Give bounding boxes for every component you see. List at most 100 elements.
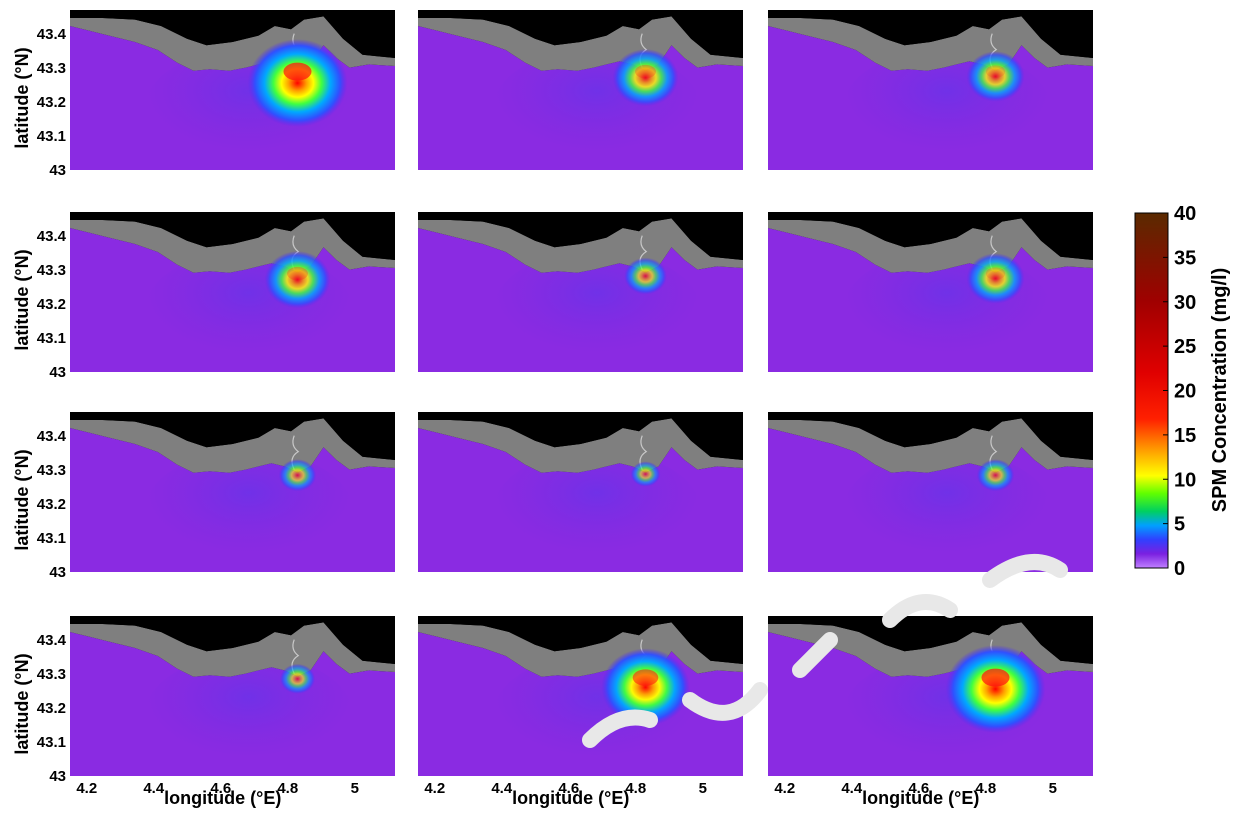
y-axis-label: latitude (°N) (12, 653, 32, 754)
land-area (418, 418, 743, 473)
spm-plume (278, 459, 317, 492)
map-panel-r2-c3 (768, 212, 1093, 372)
map-panel-r4-c2 (418, 616, 743, 776)
spm-plume-core (981, 668, 1010, 687)
inland-area (768, 412, 1093, 460)
y-tick-label: 43.1 (37, 128, 66, 145)
y-tick-label: 43 (49, 364, 66, 381)
inland-area (418, 10, 743, 58)
spm-plume (247, 39, 348, 127)
y-tick-label: 43 (49, 768, 66, 785)
x-tick-label: 4.2 (774, 780, 795, 797)
map-panel-r2-c1 (70, 212, 395, 372)
colorbar-label: SPM Concentration (mg/l) (1209, 268, 1231, 512)
x-axis-label: longitude (°E) (512, 788, 629, 808)
colorbar-ticks: 40 35 30 25 20 15 10 5 0 (1163, 203, 1196, 580)
x-tick-label: 5 (1049, 780, 1057, 797)
y-tick-label: 43.2 (37, 296, 66, 313)
y-tick-label: 43.2 (37, 94, 66, 111)
spm-plume (976, 459, 1015, 492)
inland-area (70, 616, 395, 664)
y-tick-label: 43.1 (37, 734, 66, 751)
colorbar-gradient (1134, 212, 1169, 569)
spm-plume (612, 48, 679, 107)
x-tick-label: 4.6 (908, 780, 929, 797)
inland-area (418, 212, 743, 260)
inland-area (768, 10, 1093, 58)
x-tick-label: 5 (699, 780, 707, 797)
x-tick-label: 4.4 (143, 780, 165, 797)
inland-area (70, 412, 395, 460)
map-panel-r1-c3 (768, 10, 1093, 171)
inland-area (418, 412, 743, 460)
x-tick-label: 4.8 (277, 780, 298, 797)
y-tick-label: 43.3 (37, 60, 66, 77)
y-tick-label: 43.1 (37, 530, 66, 547)
y-tick-label: 43.3 (37, 462, 66, 479)
axes-layer: 43.4 43.3 43.2 43.1 43 latitude (°N) 43.4 43.3 4… (12, 26, 1057, 808)
land-area (70, 622, 395, 677)
spm-plume (601, 648, 690, 727)
y-tick-label: 43.2 (37, 496, 66, 513)
colorbar-tick-label: 10 (1174, 469, 1196, 491)
land-area (768, 418, 1093, 473)
x-tick-label: 4.4 (841, 780, 863, 797)
inland-area (70, 212, 395, 260)
spm-plume-core (632, 669, 659, 686)
colorbar-tick-label: 35 (1174, 247, 1196, 269)
colorbar: 40 35 30 25 20 15 10 5 0 SPM Concentration (mg/l… (1134, 203, 1231, 580)
spm-plume-core (283, 62, 312, 81)
spm-plume (630, 461, 661, 487)
colorbar-tick-label: 0 (1174, 558, 1185, 580)
spm-plume (264, 250, 331, 309)
spm-plume (945, 645, 1046, 733)
x-tick-label: 4.6 (210, 780, 231, 797)
inland-area (70, 10, 395, 58)
spm-plume-core (985, 65, 1006, 78)
map-panel-r1-c1 (70, 10, 395, 171)
map-panel-r3-c2 (418, 412, 743, 572)
spm-plume-core (985, 267, 1006, 280)
y-tick-label: 43.4 (37, 632, 67, 649)
map-panel-r3-c3 (768, 412, 1093, 572)
y-tick-label: 43.4 (37, 26, 67, 43)
y-tick-label: 43.4 (37, 228, 67, 245)
y-axis-label: latitude (°N) (12, 449, 32, 550)
map-panel-r4-c3 (768, 616, 1093, 776)
colorbar-tick-label: 40 (1174, 203, 1196, 225)
x-axis-label: longitude (°E) (862, 788, 979, 808)
spm-plume (966, 51, 1025, 102)
x-tick-label: 4.8 (975, 780, 996, 797)
map-panel-r4-c1 (70, 616, 395, 776)
x-axis-label: longitude (°E) (164, 788, 281, 808)
y-tick-label: 43 (49, 564, 66, 581)
y-tick-label: 43.1 (37, 330, 66, 347)
y-tick-label: 43.3 (37, 666, 66, 683)
x-tick-label: 4.8 (625, 780, 646, 797)
x-tick-label: 4.2 (424, 780, 445, 797)
x-tick-label: 4.4 (491, 780, 513, 797)
inland-area (418, 616, 743, 664)
y-tick-label: 43.2 (37, 700, 66, 717)
y-tick-label: 43 (49, 162, 66, 179)
inland-area (768, 212, 1093, 260)
spm-plume (279, 663, 316, 694)
y-tick-label: 43.3 (37, 262, 66, 279)
map-panel-r1-c2 (418, 10, 743, 171)
y-axis-label: latitude (°N) (12, 249, 32, 350)
x-tick-label: 4.6 (558, 780, 579, 797)
y-tick-label: 43.4 (37, 428, 67, 445)
spm-plume (624, 257, 667, 295)
land-area (70, 418, 395, 473)
colorbar-tick-label: 30 (1174, 292, 1196, 314)
panels-layer (70, 10, 1093, 776)
land-area (418, 218, 743, 273)
y-axis-label: latitude (°N) (12, 47, 32, 148)
map-panel-r3-c1 (70, 412, 395, 572)
colorbar-tick-label: 5 (1174, 514, 1185, 536)
map-panel-r2-c2 (418, 212, 743, 372)
spm-plume (966, 253, 1025, 304)
spm-plume-core (635, 64, 656, 79)
colorbar-tick-label: 15 (1174, 425, 1196, 447)
